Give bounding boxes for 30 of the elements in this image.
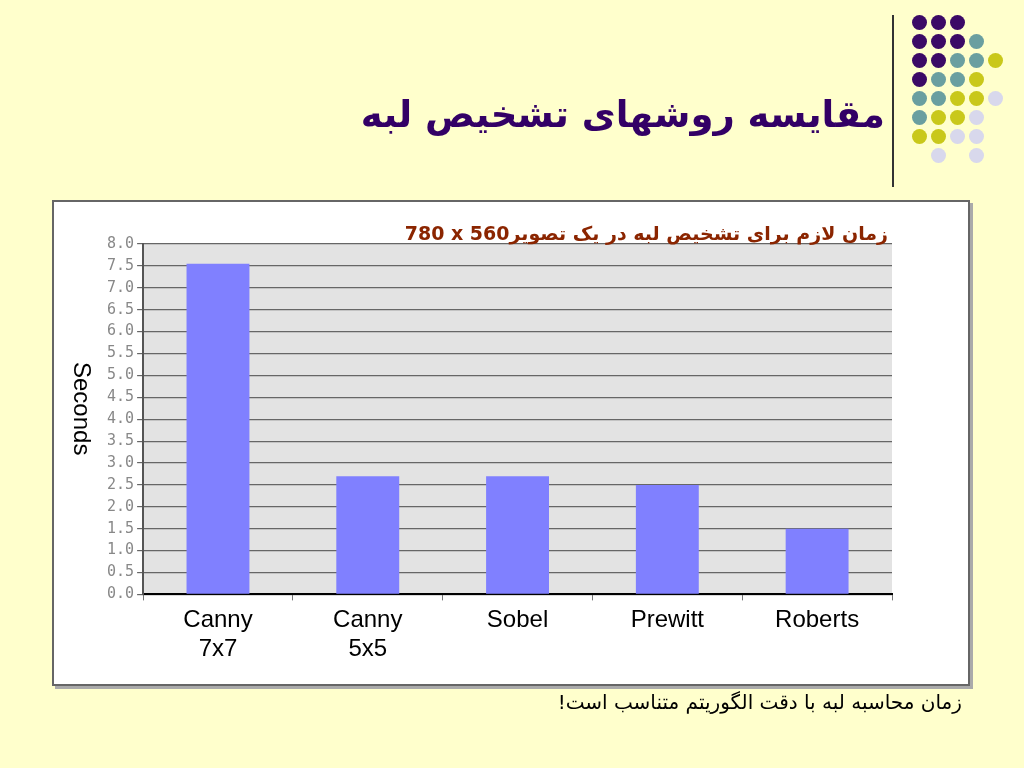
y-tick-label: 3.0 <box>107 452 135 471</box>
x-tick-label: Sobel <box>486 605 549 633</box>
y-axis-title: Seconds <box>69 362 96 456</box>
y-tick-label: 6.5 <box>107 299 135 318</box>
y-tick-label: 0.5 <box>107 562 135 581</box>
y-tick-label: 5.0 <box>107 365 135 384</box>
bar <box>785 528 849 594</box>
x-tick-label: Canny 5x5 <box>333 605 403 662</box>
y-tick-label: 1.5 <box>107 518 135 537</box>
y-tick-label: 2.5 <box>107 474 135 493</box>
x-tick-label: Prewitt <box>630 605 705 633</box>
bar <box>486 476 549 594</box>
y-tick-label: 6.0 <box>107 321 135 340</box>
chart-title: مقایسه روشهای تشخیص لبه <box>360 93 885 136</box>
y-tick-label: 4.5 <box>107 387 135 406</box>
y-tick-label: 0.0 <box>107 584 135 603</box>
y-tick-label: 7.5 <box>107 255 135 274</box>
y-tick-label: 5.5 <box>107 343 135 362</box>
bar <box>336 476 400 594</box>
y-tick-label: 2.0 <box>107 496 135 515</box>
x-tick-label: Roberts <box>775 605 860 633</box>
bar <box>186 263 250 594</box>
x-tick-label: Canny 7x7 <box>183 605 253 662</box>
bar <box>635 484 699 594</box>
text: زمان محاسبه لبه با دقت الگوریتم متناسب است! <box>557 690 962 714</box>
y-tick-label: 4.0 <box>107 409 135 428</box>
y-tick-label: 8.0 <box>107 233 135 252</box>
y-tick-label: 1.0 <box>107 540 135 559</box>
y-tick-label: 3.5 <box>107 430 135 449</box>
y-tick-label: 7.0 <box>107 277 135 296</box>
